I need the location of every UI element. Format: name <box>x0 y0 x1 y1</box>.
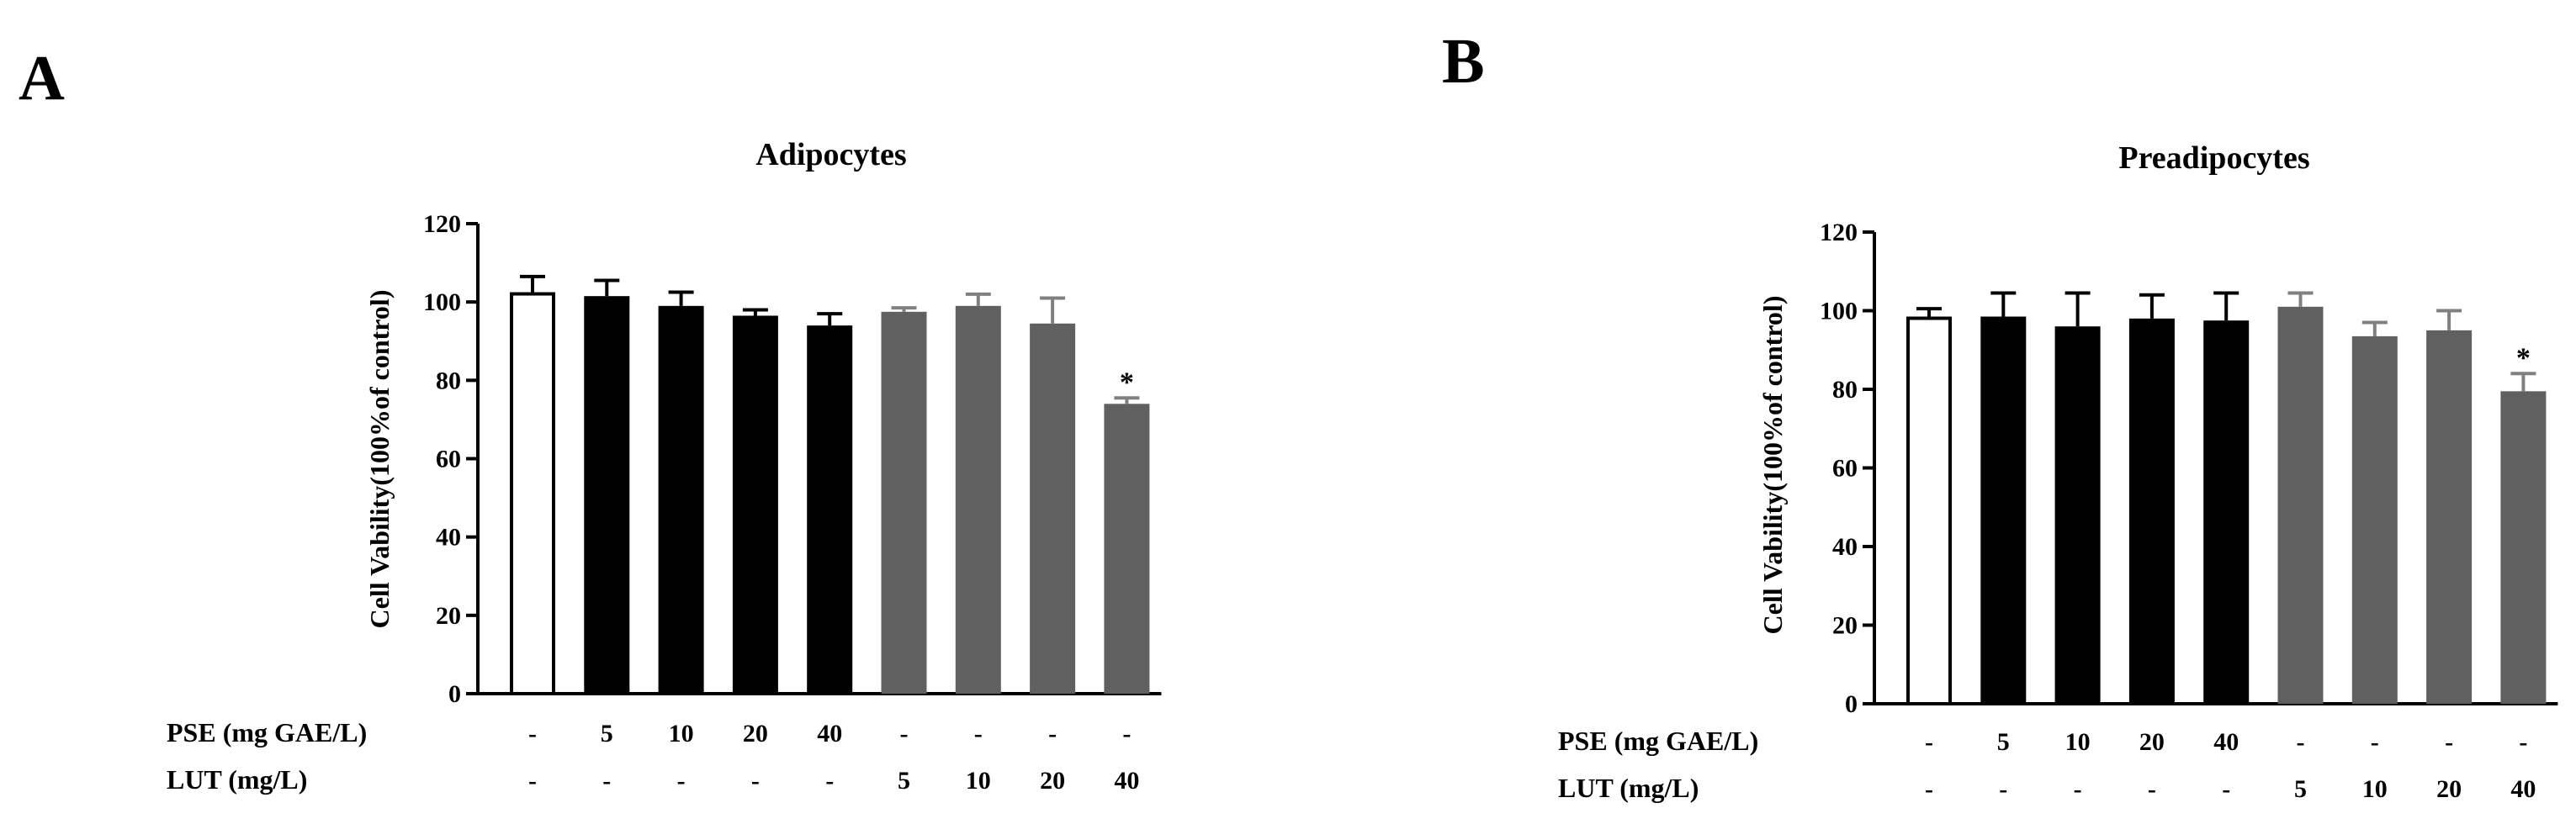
lut-dose-label: - <box>1925 775 1933 803</box>
significance-marker: * <box>1120 367 1134 398</box>
y-tick-label: 80 <box>436 367 461 394</box>
bar-lut <box>2426 330 2473 704</box>
y-tick-label: 60 <box>1832 455 1858 483</box>
lut-dose-label: 10 <box>2362 775 2388 803</box>
lut-dose-label: 20 <box>2436 775 2462 803</box>
y-tick-label: 120 <box>423 210 461 238</box>
bar-lut <box>881 311 927 694</box>
y-tick-label: 40 <box>436 524 461 552</box>
y-tick-label: 120 <box>1820 219 1858 246</box>
y-tick-label: 20 <box>1832 612 1858 640</box>
panel-letter-a: A <box>19 43 65 114</box>
lut-dose-label: - <box>528 767 537 795</box>
y-tick-label: 100 <box>423 288 461 316</box>
bar-lut <box>2351 335 2398 704</box>
pse-dose-label: - <box>2445 728 2453 756</box>
pse-dose-label: 10 <box>2065 728 2091 756</box>
lut-dose-label: - <box>1999 775 2007 803</box>
lut-dose-label: 5 <box>2294 775 2307 803</box>
pse-dose-label: - <box>1925 728 1933 756</box>
bar-control <box>1906 316 1952 705</box>
lut-dose-label: 40 <box>1114 767 1139 795</box>
lut-dose-label: - <box>2074 775 2082 803</box>
lut-row-label-b: LUT (mg/L) <box>1558 773 1699 803</box>
bar-lut <box>2277 306 2324 704</box>
chart-title-preadipocytes: Preadipocytes <box>2118 140 2309 176</box>
bar-pse <box>807 325 853 694</box>
bar-lut <box>2500 391 2547 704</box>
y-tick-label: 100 <box>1820 298 1858 325</box>
bar-lut <box>1030 323 1076 694</box>
pse-dose-label: - <box>2519 728 2527 756</box>
lut-dose-label: 5 <box>898 767 910 795</box>
lut-dose-label: - <box>2148 775 2156 803</box>
y-tick-label: 0 <box>448 680 461 708</box>
lut-dose-label: - <box>677 767 686 795</box>
lut-dose-label: - <box>825 767 834 795</box>
bar-pse <box>1980 316 2027 704</box>
bar-pse <box>658 305 704 694</box>
bar-pse <box>732 315 778 694</box>
lut-dose-label: - <box>2222 775 2230 803</box>
panel-letter-b: B <box>1442 26 1485 97</box>
lut-dose-label: - <box>751 767 760 795</box>
lut-row-label-a: LUT (mg/L) <box>167 764 307 795</box>
y-tick-label: 20 <box>436 602 461 630</box>
bar-pse <box>2203 320 2250 704</box>
y-tick-label: 60 <box>436 446 461 473</box>
y-axis-label-preadipocytes: Cell Vability(100%of control) <box>1757 296 1788 635</box>
pse-dose-label: - <box>900 720 909 747</box>
chart-title-adipocytes: Adipocytes <box>755 137 906 172</box>
bar-pse <box>584 296 630 694</box>
lut-dose-label: 20 <box>1040 767 1065 795</box>
pse-dose-label: 5 <box>1997 728 2010 756</box>
pse-dose-label: - <box>974 720 983 747</box>
y-tick-label: 40 <box>1832 533 1858 561</box>
pse-dose-label: - <box>1122 720 1131 747</box>
pse-dose-label: 20 <box>2139 728 2165 756</box>
bar-pse <box>2128 318 2175 704</box>
bar-lut <box>1104 404 1150 694</box>
lut-dose-label: 40 <box>2510 775 2536 803</box>
bar-lut <box>955 305 1001 694</box>
significance-marker: * <box>2516 342 2531 373</box>
pse-dose-label: 40 <box>817 720 842 747</box>
pse-dose-label: 40 <box>2213 728 2239 756</box>
bar-pse <box>2054 326 2101 704</box>
pse-dose-label: - <box>2371 728 2379 756</box>
y-tick-label: 0 <box>1845 690 1858 718</box>
pse-dose-label: 20 <box>743 720 768 747</box>
panel-a: A Adipocytes Cell Vability(100%of contro… <box>19 43 1162 795</box>
pse-dose-label: 5 <box>601 720 613 747</box>
y-tick-label: 80 <box>1832 376 1858 404</box>
panel-b: B Preadipocytes Cell Vability(100%of con… <box>1442 26 2558 803</box>
bar-control <box>510 292 555 695</box>
pse-dose-label: - <box>2297 728 2305 756</box>
pse-row-label-b: PSE (mg GAE/L) <box>1558 726 1758 756</box>
y-axis-label-adipocytes: Cell Vability(100%of control) <box>364 290 395 629</box>
pse-dose-label: 10 <box>669 720 694 747</box>
lut-dose-label: - <box>602 767 611 795</box>
pse-row-label-a: PSE (mg GAE/L) <box>167 717 367 747</box>
pse-dose-label: - <box>528 720 537 747</box>
pse-dose-label: - <box>1048 720 1057 747</box>
lut-dose-label: 10 <box>966 767 991 795</box>
